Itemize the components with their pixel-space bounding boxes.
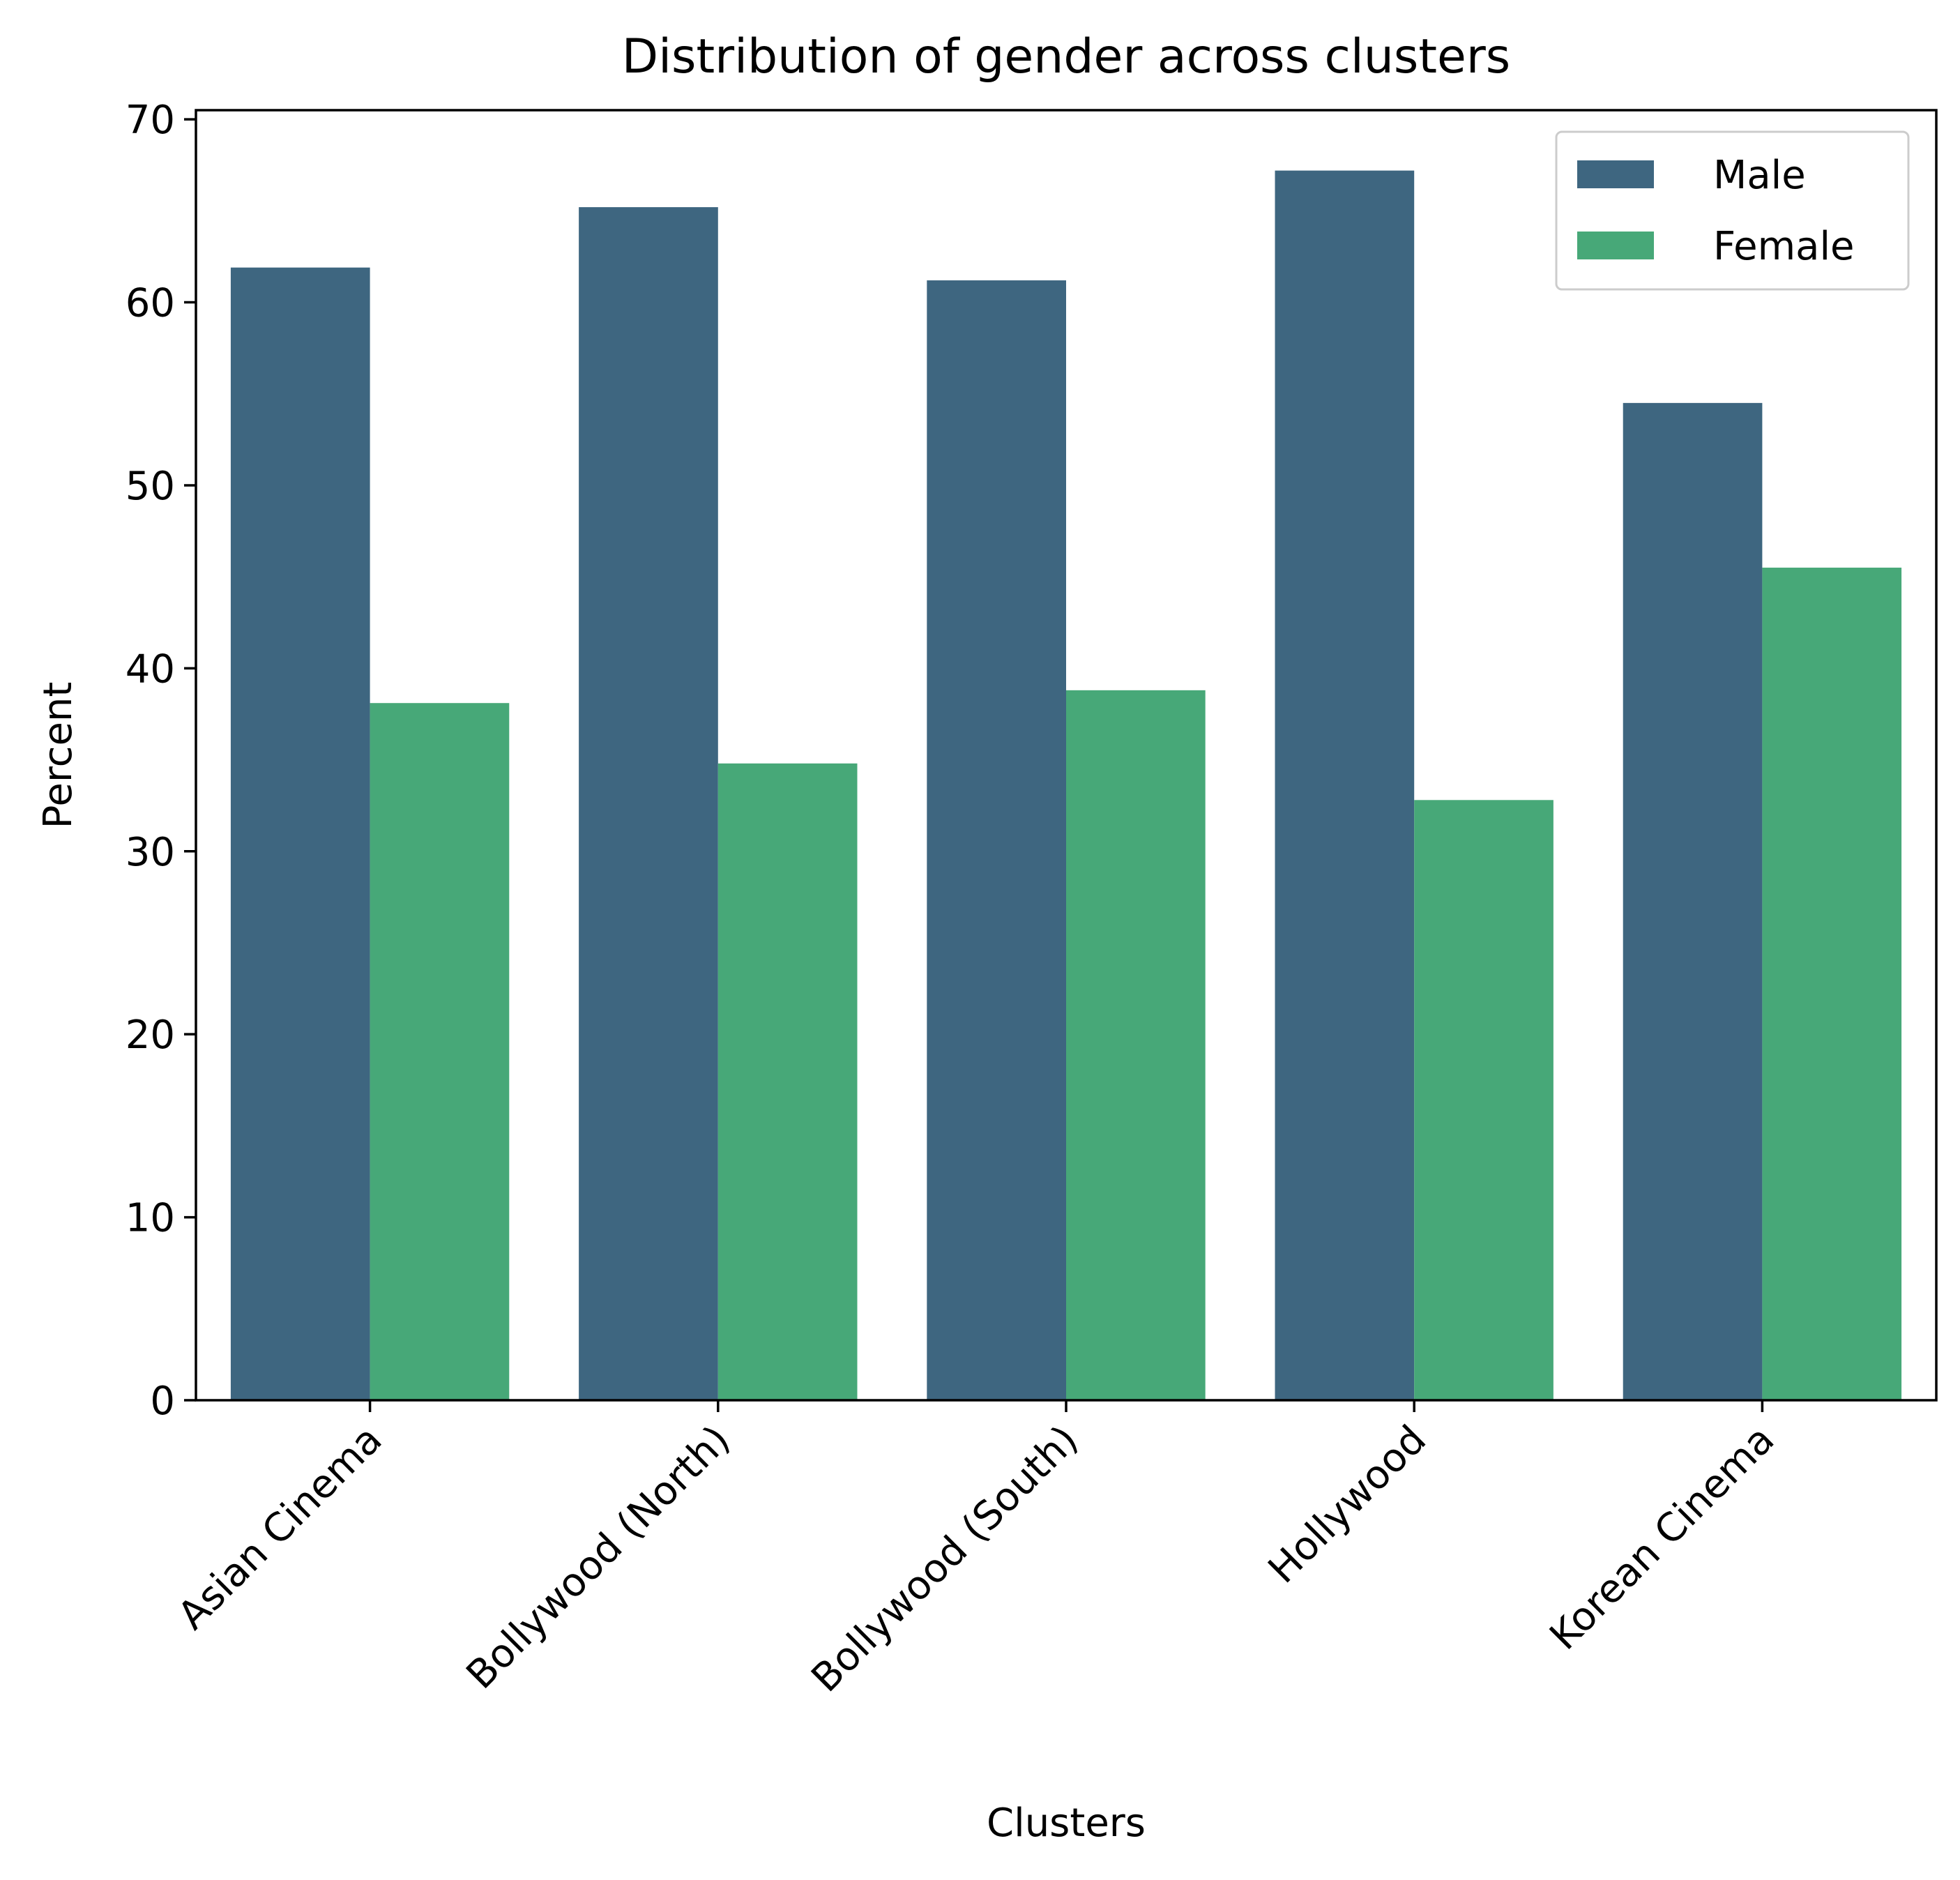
legend-swatch-female (1577, 232, 1654, 259)
y-tick-label: 30 (126, 830, 175, 875)
bar-female-bollywood-south (1066, 690, 1206, 1400)
bar-male-korean-cinema (1623, 402, 1763, 1400)
bar-female-korean-cinema (1762, 568, 1902, 1400)
plot-area (230, 170, 1902, 1401)
legend: Male Female (1555, 130, 1910, 291)
bar-male-hollywood (1275, 170, 1415, 1401)
bar-male-bollywood-south (927, 280, 1066, 1400)
legend-label-female: Female (1713, 224, 1854, 269)
bar-male-bollywood-north (579, 207, 718, 1401)
legend-swatch-male (1577, 160, 1654, 188)
bar-female-asian-cinema (370, 703, 510, 1400)
y-tick-label: 70 (126, 98, 175, 143)
y-tick-label: 20 (126, 1013, 175, 1058)
y-axis-label: Percent (36, 682, 81, 829)
y-tick-label: 40 (126, 646, 175, 692)
y-axis: 0 10 20 30 40 50 60 70 (126, 98, 196, 1424)
bar-female-bollywood-north (717, 763, 858, 1400)
y-tick-label: 60 (126, 281, 175, 326)
x-axis-label: Clusters (987, 1801, 1146, 1846)
y-tick-label: 0 (150, 1379, 175, 1424)
bar-male-asian-cinema (230, 267, 370, 1400)
legend-label-male: Male (1713, 153, 1806, 198)
y-tick-label: 10 (126, 1196, 175, 1241)
chart-title: Distribution of gender across clusters (622, 29, 1510, 84)
y-tick-label: 50 (126, 464, 175, 509)
bar-female-hollywood (1414, 800, 1553, 1400)
